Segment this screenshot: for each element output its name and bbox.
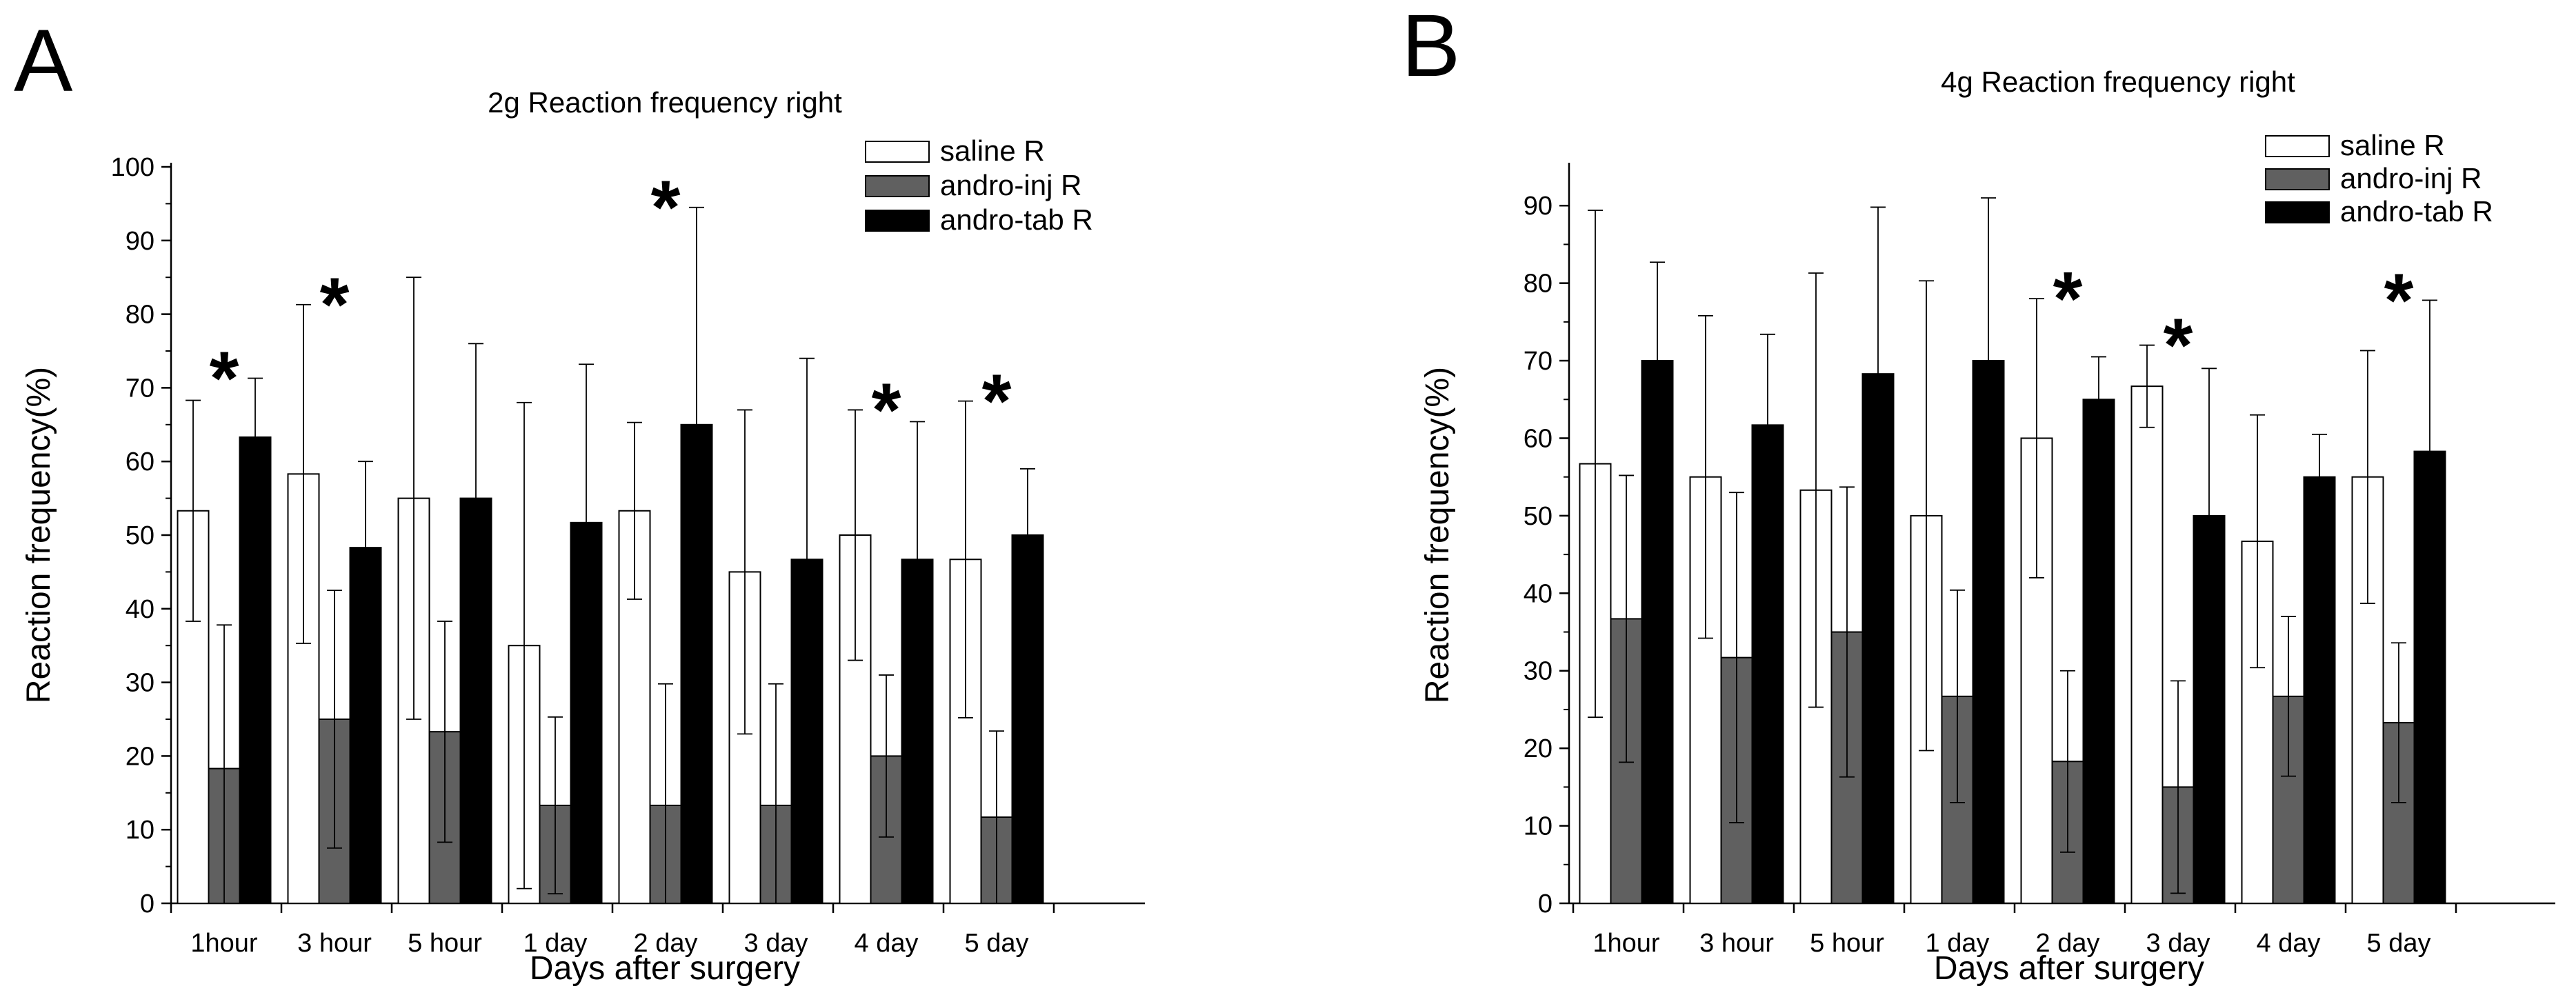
bar <box>2082 399 2115 904</box>
x-tick-label: 3 day <box>744 929 808 958</box>
legend-label: andro-tab R <box>940 203 1093 236</box>
y-tick-label: 90 <box>1524 192 1552 221</box>
x-tick-label: 3 hour <box>1699 929 1774 958</box>
x-tick-label: 2 day <box>634 929 698 958</box>
legend-swatch <box>865 210 930 232</box>
significance-star: * <box>982 359 1012 444</box>
x-tick-label: 3 day <box>2146 929 2210 958</box>
chart-title: 2g Reaction frequency right <box>488 86 842 119</box>
x-tick-label: 3 hour <box>297 929 372 958</box>
significance-star: * <box>2164 303 2193 388</box>
significance-star: * <box>872 368 901 452</box>
chart-panel-a: A 2g Reaction frequency right 0 10 20 30 40 50 6… <box>14 12 1145 987</box>
y-tick-label: 70 <box>126 374 154 403</box>
legend-swatch <box>865 175 930 197</box>
y-axis-title: Reaction frequency(%) <box>1419 367 1456 703</box>
chart-title: 4g Reaction frequency right <box>1941 66 2295 98</box>
significance-star: * <box>210 337 239 421</box>
bar <box>239 436 272 904</box>
bar <box>2303 476 2336 904</box>
y-tick-label: 30 <box>1524 657 1552 686</box>
x-tick-label: 5 day <box>965 929 1029 958</box>
x-axis-title: Days after surgery <box>530 950 800 987</box>
legend-label: saline R <box>940 134 1045 167</box>
y-tick-label: 40 <box>1524 579 1552 608</box>
x-tick-label: 5 hour <box>408 929 482 958</box>
y-tick-label: 20 <box>1524 734 1552 763</box>
significance-star: * <box>320 263 350 348</box>
y-tick-label: 40 <box>126 595 154 624</box>
y-tick-label: 10 <box>126 816 154 845</box>
bar <box>2193 514 2226 904</box>
chart-panel-b: B 4g Reaction frequency right 0 10 20 30 40 50 6… <box>1401 0 2555 987</box>
bar <box>2130 385 2164 904</box>
x-tick-label: 4 day <box>855 929 919 958</box>
x-tick-label: 1hour <box>190 929 258 958</box>
y-tick-label: 50 <box>126 521 154 550</box>
y-tick-label: 20 <box>126 742 154 771</box>
y-tick-label: 0 <box>140 890 154 918</box>
panel-letter: A <box>14 12 73 110</box>
x-tick-label: 1 day <box>1926 929 1990 958</box>
y-tick-label: 80 <box>126 301 154 330</box>
x-tick-label: 4 day <box>2257 929 2321 958</box>
significance-star: * <box>2384 258 2414 343</box>
y-tick-label: 70 <box>1524 347 1552 376</box>
legend-swatch <box>865 141 930 163</box>
significance-star: * <box>2053 257 2083 341</box>
panel-letter: B <box>1401 0 1460 95</box>
y-tick-label: 90 <box>126 227 154 256</box>
x-tick-label: 1hour <box>1592 929 1660 958</box>
y-tick-label: 30 <box>126 669 154 698</box>
y-tick-label: 100 <box>111 153 154 182</box>
y-tick-label: 60 <box>1524 424 1552 453</box>
y-tick-label: 50 <box>1524 502 1552 531</box>
legend-swatch <box>2265 168 2330 190</box>
legend-label: andro-inj R <box>940 169 1081 201</box>
legend-swatch <box>2265 201 2330 223</box>
y-tick-label: 60 <box>126 448 154 476</box>
x-axis-title: Days after surgery <box>1934 950 2204 987</box>
x-tick-label: 5 day <box>2367 929 2431 958</box>
legend-swatch <box>2265 135 2330 157</box>
y-tick-label: 80 <box>1524 270 1552 299</box>
y-tick-label: 10 <box>1524 812 1552 841</box>
y-tick-label: 0 <box>1538 890 1552 918</box>
legend-label: saline R <box>2340 129 2445 161</box>
x-tick-label: 5 hour <box>1810 929 1884 958</box>
significance-star: * <box>651 165 681 250</box>
y-axis-title: Reaction frequency(%) <box>21 367 57 703</box>
legend-label: andro-inj R <box>2340 162 2482 194</box>
x-tick-label: 1 day <box>523 929 588 958</box>
x-tick-label: 2 day <box>2036 929 2100 958</box>
legend-label: andro-tab R <box>2340 195 2493 228</box>
